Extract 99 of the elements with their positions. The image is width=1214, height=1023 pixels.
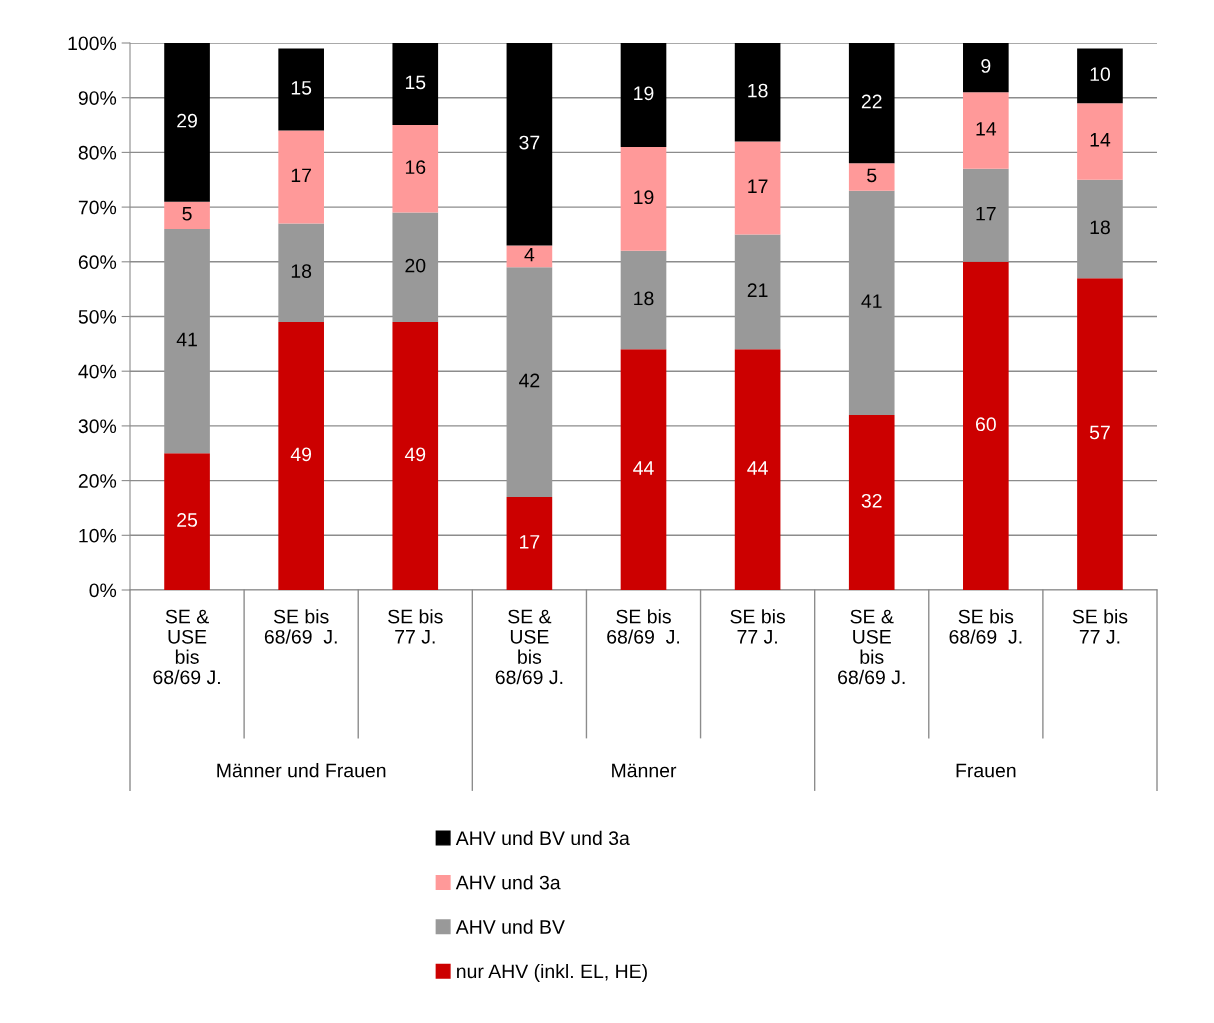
x-tick-label: SE & USE bis 68/69 J. <box>838 609 905 685</box>
bar <box>278 223 324 322</box>
bar <box>1077 179 1123 279</box>
bar <box>963 168 1009 262</box>
data-label: 19 <box>634 190 654 205</box>
data-label: 44 <box>633 461 654 475</box>
x-tick-label: SE bis 77 J. <box>1072 609 1128 644</box>
y-tick-label: 50% <box>78 309 117 324</box>
data-label: 18 <box>634 291 654 306</box>
data-label: 17 <box>291 168 312 183</box>
data-label: 10 <box>1090 67 1110 82</box>
data-label: 15 <box>291 81 312 95</box>
data-label: 14 <box>976 122 997 136</box>
data-label: 32 <box>861 493 882 508</box>
data-label: 20 <box>405 258 426 273</box>
bar <box>278 48 324 131</box>
data-label: 14 <box>1090 133 1111 147</box>
data-label: 18 <box>1090 220 1110 235</box>
x-tick-label: SE bis 77 J. <box>388 609 443 644</box>
data-label: 5 <box>182 206 192 221</box>
bar <box>392 212 439 322</box>
x-tick-label: SE bis 77 J. <box>730 609 786 644</box>
data-label: 18 <box>748 83 768 98</box>
data-label: 41 <box>176 332 197 347</box>
y-tick-label: 80% <box>78 145 117 160</box>
y-tick-label: 20% <box>78 474 117 488</box>
data-label: 5 <box>867 168 877 183</box>
legend-label: AHV und BV und 3a <box>455 830 630 846</box>
x-tick-label: SE & USE bis 68/69 J. <box>153 609 220 685</box>
bar <box>620 250 667 350</box>
data-label: 49 <box>404 447 426 462</box>
data-label: 9 <box>981 59 991 73</box>
x-tick-label: SE bis 68/69 J. <box>264 609 337 644</box>
bar <box>963 43 1009 93</box>
y-tick-label: 30% <box>78 419 117 434</box>
data-label: 37 <box>519 135 540 150</box>
bar <box>1077 103 1123 180</box>
bar <box>734 141 781 235</box>
bar <box>506 497 553 590</box>
data-label: 57 <box>1089 425 1110 440</box>
data-label: 60 <box>976 417 996 432</box>
bar <box>620 146 667 251</box>
data-label: 19 <box>634 86 654 101</box>
legend-label: AHV und BV <box>455 919 565 934</box>
bar <box>278 321 324 590</box>
bar <box>1077 278 1123 590</box>
bar <box>278 130 324 224</box>
data-label: 17 <box>520 535 540 549</box>
x-tick-label: SE bis 68/69 J. <box>607 609 680 644</box>
y-tick-label: 40% <box>78 364 117 379</box>
data-label: 18 <box>291 264 312 278</box>
bar <box>164 201 210 229</box>
legend-label: AHV und 3a <box>455 875 561 890</box>
data-label: 29 <box>177 113 197 128</box>
bar <box>392 43 439 126</box>
data-label: 15 <box>405 75 426 90</box>
data-label: 16 <box>405 160 426 175</box>
x-tick-label: SE bis 68/69 J. <box>949 609 1022 644</box>
bar <box>963 261 1009 590</box>
text: Frauen <box>956 763 1016 778</box>
legend-label: nur AHV (inkl. EL, HE) <box>457 963 647 983</box>
bar <box>848 190 895 415</box>
bar <box>506 43 553 246</box>
bar <box>734 349 781 590</box>
y-tick-label: 90% <box>78 91 117 105</box>
data-label: 25 <box>177 513 198 527</box>
bar <box>506 245 553 268</box>
bar <box>620 43 667 147</box>
data-label: 4 <box>524 247 535 262</box>
data-label: 22 <box>861 94 882 109</box>
bar <box>848 414 895 590</box>
bar <box>1077 48 1123 104</box>
data-label: 44 <box>747 461 768 475</box>
data-label: 17 <box>748 179 768 193</box>
data-label: 41 <box>861 294 882 308</box>
text: Männer und Frauen <box>217 763 386 778</box>
bar <box>164 43 210 202</box>
x-tick-label: SE & USE bis 68/69 J. <box>495 609 563 685</box>
bar <box>963 92 1009 169</box>
bar <box>392 321 439 590</box>
bar <box>734 234 781 350</box>
bar <box>164 228 210 454</box>
bar <box>164 453 210 590</box>
y-tick-label: 100% <box>68 36 117 51</box>
data-label: 21 <box>747 283 768 297</box>
bar <box>506 267 553 498</box>
y-tick-label: 70% <box>78 200 117 215</box>
text: Männer <box>612 763 677 778</box>
bar <box>392 125 439 213</box>
y-tick-label: 60% <box>78 255 117 270</box>
bar <box>848 43 895 164</box>
y-tick-label: 10% <box>79 528 117 543</box>
data-label: 49 <box>290 447 312 462</box>
y-tick-label: 0% <box>89 583 117 598</box>
bar <box>620 349 667 590</box>
bar <box>734 43 781 142</box>
data-label: 17 <box>976 206 996 221</box>
data-label: 42 <box>519 373 540 388</box>
bar <box>848 163 895 191</box>
